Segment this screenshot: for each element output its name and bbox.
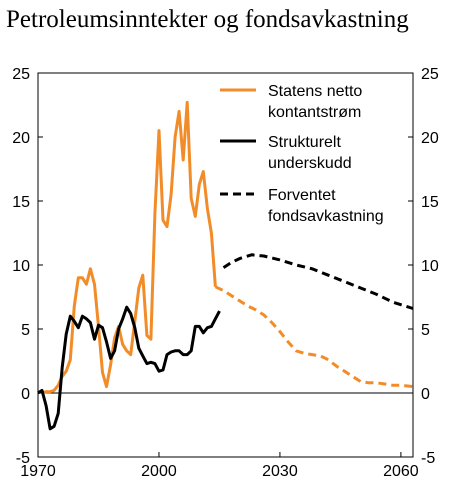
legend-label: fondsavkastning (268, 208, 384, 225)
legend-label: underskudd (268, 155, 352, 172)
y-tick-label-right: 20 (421, 130, 439, 147)
legend-label: Forventet (268, 187, 336, 204)
series-line-3 (222, 253, 414, 310)
x-tick-label: 2030 (262, 463, 298, 480)
legend-label: Statens netto (268, 83, 362, 100)
series-line-1 (41, 100, 217, 395)
x-tick-label: 2000 (141, 463, 177, 480)
y-tick-label-right: 10 (421, 258, 439, 275)
y-tick-label-left: 25 (12, 66, 30, 83)
y-tick-label-right: 15 (421, 194, 439, 211)
series-line-4 (214, 285, 414, 389)
x-tick-label: 1970 (20, 463, 56, 480)
legend-label: Strukturelt (268, 134, 341, 151)
y-tick-label-right: -5 (421, 450, 435, 467)
x-tick-label: 2060 (383, 463, 419, 480)
y-tick-label-right: 25 (421, 66, 439, 83)
legend-label: kontantstrøm (268, 104, 361, 121)
y-tick-label-right: 0 (421, 386, 430, 403)
y-tick-label-left: 20 (12, 130, 30, 147)
y-tick-label-left: 10 (12, 258, 30, 275)
y-tick-label-left: 0 (21, 386, 30, 403)
series-line-2 (37, 305, 221, 431)
y-tick-label-left: -5 (16, 450, 30, 467)
y-tick-label-left: 15 (12, 194, 30, 211)
y-tick-label-right: 5 (421, 322, 430, 339)
y-tick-label-left: 5 (21, 322, 30, 339)
chart-title: Petroleumsinntekter og fondsavkastning (6, 6, 409, 33)
